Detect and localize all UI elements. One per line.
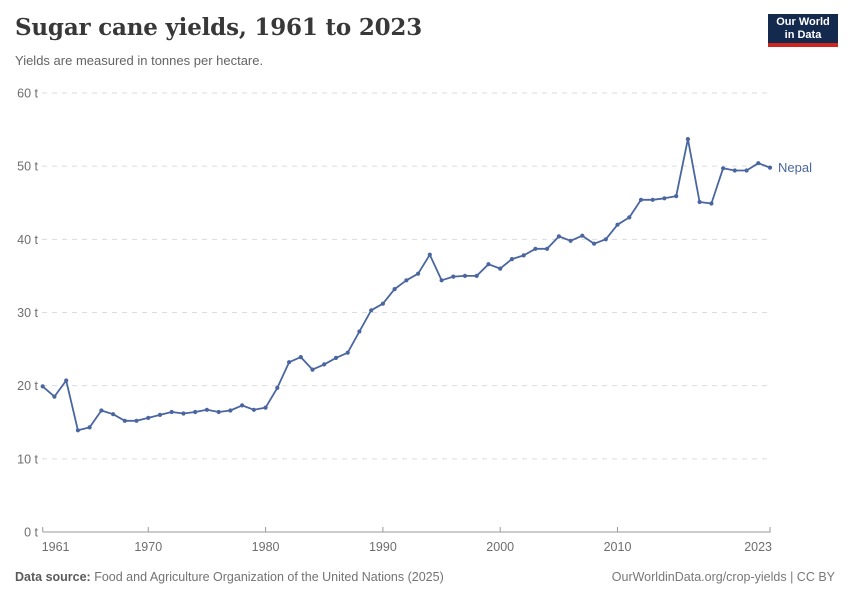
x-axis-group: 1961 1970 1980 1990 2000 2010 2023 — [42, 527, 772, 554]
data-point-1964[interactable] — [75, 428, 80, 433]
data-point-2001[interactable] — [509, 257, 514, 262]
data-point-2014[interactable] — [662, 196, 667, 201]
y-tick-label-40: 40 t — [17, 233, 38, 247]
y-axis-labels-group: 0 t 10 t 20 t 30 t 40 t 50 t 60 t — [17, 86, 38, 539]
data-point-2023[interactable] — [767, 165, 773, 170]
owid-logo-text: Our World in Data — [776, 16, 830, 42]
data-point-2010[interactable] — [615, 222, 620, 227]
owid-logo[interactable]: Our World in Data — [768, 14, 838, 47]
data-point-1961[interactable] — [40, 384, 45, 389]
data-point-1976[interactable] — [216, 409, 221, 415]
data-point-2011[interactable] — [627, 215, 632, 220]
page-title: Sugar cane yields, 1961 to 2023 — [15, 14, 423, 41]
data-point-1991[interactable] — [392, 287, 397, 292]
data-point-1970[interactable] — [146, 415, 151, 420]
data-source-label: Data source: — [15, 570, 91, 584]
y-tick-label-60: 60 t — [17, 86, 38, 100]
data-point-1966[interactable] — [99, 408, 104, 413]
data-point-2013[interactable] — [650, 197, 655, 202]
y-tick-label-20: 20 t — [17, 379, 38, 393]
x-tick-label-2010: 2010 — [604, 540, 632, 554]
data-point-1962[interactable] — [52, 394, 57, 399]
data-point-2000[interactable] — [498, 266, 503, 271]
x-tick-label-2000: 2000 — [486, 540, 514, 554]
data-point-2019[interactable] — [721, 166, 726, 171]
series-line-nepal[interactable] — [41, 138, 771, 432]
series-entity-label[interactable]: Nepal — [778, 160, 812, 175]
data-point-1979[interactable] — [251, 407, 256, 412]
data-point-1973[interactable] — [181, 411, 186, 416]
data-point-1967[interactable] — [111, 412, 116, 417]
data-point-2005[interactable] — [556, 234, 562, 239]
data-point-1963[interactable] — [64, 378, 69, 383]
chart-url-license-link[interactable]: OurWorldinData.org/crop-yields | CC BY — [611, 570, 835, 584]
x-tick-label-1980: 1980 — [252, 540, 280, 554]
data-point-1988[interactable] — [357, 329, 362, 334]
data-point-2009[interactable] — [603, 237, 608, 242]
data-point-1965[interactable] — [87, 425, 92, 430]
data-point-1971[interactable] — [157, 412, 163, 417]
data-point-2017[interactable] — [697, 199, 702, 205]
data-point-1982[interactable] — [287, 360, 292, 365]
owid-logo-line1: Our World — [776, 15, 830, 28]
data-point-1992[interactable] — [404, 278, 409, 283]
data-point-1980[interactable] — [263, 405, 268, 410]
data-point-1983[interactable] — [298, 355, 303, 360]
data-point-1996[interactable] — [451, 274, 456, 279]
y-tick-label-10: 10 t — [17, 452, 38, 466]
data-point-1977[interactable] — [228, 408, 233, 413]
series-group[interactable] — [40, 137, 773, 433]
data-point-2003[interactable] — [533, 246, 538, 251]
data-point-2020[interactable] — [732, 168, 737, 173]
y-tick-label-50: 50 t — [17, 160, 38, 174]
data-point-2016[interactable] — [685, 137, 691, 142]
data-point-2002[interactable] — [521, 253, 526, 258]
data-point-1994[interactable] — [427, 252, 432, 257]
x-tick-label-1961: 1961 — [42, 540, 70, 554]
data-point-1981[interactable] — [275, 385, 280, 390]
data-point-1975[interactable] — [204, 407, 209, 412]
x-tick-label-2023: 2023 — [744, 540, 772, 554]
data-point-1999[interactable] — [486, 262, 491, 267]
data-point-2006[interactable] — [568, 238, 573, 243]
data-point-2018[interactable] — [709, 201, 714, 206]
data-point-1989[interactable] — [369, 308, 374, 313]
data-point-1972[interactable] — [169, 409, 174, 415]
data-point-2012[interactable] — [638, 197, 644, 202]
x-tick-label-1990: 1990 — [369, 540, 397, 554]
data-point-1995[interactable] — [439, 278, 444, 283]
data-point-1993[interactable] — [416, 271, 421, 276]
y-tick-label-30: 30 t — [17, 306, 38, 320]
data-point-1998[interactable] — [474, 273, 479, 278]
x-tick-label-1970: 1970 — [134, 540, 162, 554]
data-point-2008[interactable] — [592, 241, 597, 246]
data-point-1985[interactable] — [322, 362, 327, 367]
data-point-2004[interactable] — [545, 246, 550, 251]
y-tick-label-0: 0 t — [24, 526, 38, 540]
data-point-1987[interactable] — [345, 350, 350, 355]
data-point-1984[interactable] — [310, 367, 315, 372]
data-point-1978[interactable] — [240, 403, 245, 408]
data-point-1990[interactable] — [380, 301, 385, 306]
data-source-text: Food and Agriculture Organization of the… — [94, 570, 444, 584]
gridlines-group — [42, 92, 768, 460]
data-point-1974[interactable] — [193, 409, 198, 415]
data-point-1986[interactable] — [333, 355, 339, 360]
data-point-1969[interactable] — [134, 418, 139, 423]
data-source-note: Data source: Food and Agriculture Organi… — [15, 570, 444, 584]
data-point-2021[interactable] — [744, 168, 749, 173]
chart-subtitle: Yields are measured in tonnes per hectar… — [15, 53, 264, 68]
owid-logo-line2: in Data — [784, 28, 822, 41]
data-point-1968[interactable] — [122, 418, 127, 423]
data-point-2015[interactable] — [674, 194, 679, 199]
data-point-2022[interactable] — [756, 161, 761, 166]
data-point-1997[interactable] — [462, 273, 468, 278]
data-point-2007[interactable] — [580, 233, 585, 238]
